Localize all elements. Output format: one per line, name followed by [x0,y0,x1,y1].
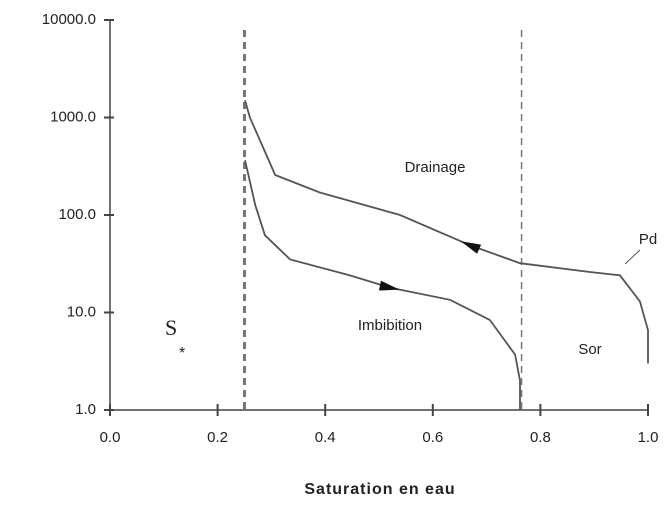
x-tick-label: 0.8 [530,429,551,446]
sor-label: Sor [578,341,601,358]
swi-symbol: S [165,315,177,340]
pd-leader [624,249,641,265]
imbibition-label: Imbibition [358,317,422,334]
x-tick-label: 0.2 [207,429,228,446]
x-tick-label: 0.0 [100,429,121,446]
pd-label: Pd [639,231,657,248]
direction-arrow [460,241,482,254]
curve [244,100,649,364]
y-tick-label: 10000.0 [42,11,96,28]
drainage-label: Drainage [405,159,466,176]
x-tick-label: 0.6 [422,429,443,446]
y-tick-label: 100.0 [58,206,96,223]
y-tick-label: 1.0 [75,401,96,418]
y-tick-label: 10.0 [67,303,96,320]
y-tick-label: 1000.0 [50,108,96,125]
x-tick-label: 0.4 [315,429,336,446]
direction-arrow [378,280,400,291]
x-axis-title: Saturation en eau [304,481,455,498]
swi-subscript: * [179,345,185,362]
x-tick-label: 1.0 [638,429,659,446]
